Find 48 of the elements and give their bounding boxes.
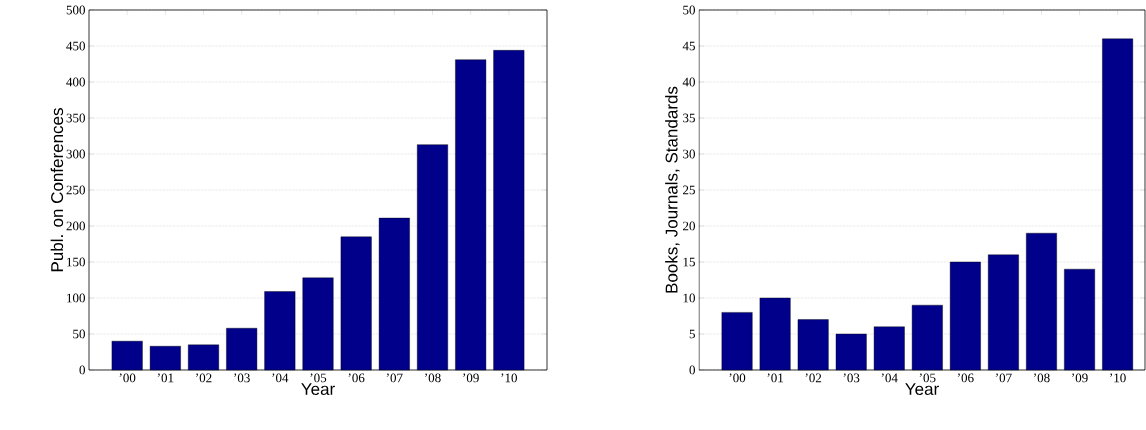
y-tick-label: 250 [66, 185, 85, 195]
x-tick-label: ’09 [1072, 373, 1088, 383]
x-tick-label: ’08 [424, 373, 441, 383]
x-tick-label: ’06 [957, 373, 974, 383]
y-tick-label: 200 [66, 221, 85, 231]
y-tick-label: 10 [683, 293, 695, 303]
x-tick-label: ’05 [919, 373, 936, 383]
x-tick-label: ’07 [386, 373, 403, 383]
x-tick-label: ’04 [272, 373, 289, 383]
y-tick-label: 5 [689, 329, 695, 339]
y-axis-title: Books, Journals, Standards [665, 86, 680, 293]
x-tick-label: ’02 [805, 373, 822, 383]
x-tick-label: ’00 [119, 373, 136, 383]
y-tick-label: 0 [689, 365, 695, 375]
y-tick-label: 0 [79, 365, 85, 375]
x-tick-label: ’09 [463, 373, 479, 383]
x-tick-label: ’03 [843, 373, 860, 383]
x-tick-label: ’05 [310, 373, 327, 383]
y-tick-label: 300 [66, 149, 85, 159]
y-tick-label: 30 [683, 149, 695, 159]
y-tick-label: 25 [683, 185, 695, 195]
x-axis-title: Year [905, 383, 939, 396]
x-tick-label: ’10 [501, 373, 518, 383]
y-tick-label: 500 [66, 5, 85, 15]
x-tick-label: ’08 [1033, 373, 1050, 383]
x-tick-label: ’01 [157, 373, 174, 383]
y-tick-label: 20 [683, 221, 695, 231]
x-tick-label: ’02 [195, 373, 212, 383]
y-tick-label: 35 [683, 113, 695, 123]
y-tick-label: 15 [683, 257, 695, 267]
y-tick-label: 50 [683, 5, 695, 15]
y-axis-title: Publ. on Conferences [50, 108, 64, 272]
y-tick-label: 45 [682, 41, 695, 51]
x-tick-label: ’03 [234, 373, 250, 383]
x-tick-label: ’07 [995, 373, 1012, 383]
x-tick-label: ’00 [729, 373, 746, 383]
y-tick-label: 450 [66, 41, 85, 51]
x-tick-label: ’10 [1110, 373, 1126, 383]
x-tick-label: ’01 [767, 373, 783, 383]
y-tick-label: 400 [66, 77, 85, 87]
x-axis-title: Year [301, 383, 335, 396]
y-tick-label: 350 [66, 113, 85, 123]
y-tick-label: 150 [67, 257, 85, 267]
x-tick-label: ’06 [348, 373, 365, 383]
y-tick-label: 100 [67, 293, 85, 303]
y-tick-label: 40 [682, 77, 695, 87]
x-tick-label: ’04 [881, 373, 898, 383]
y-tick-label: 50 [73, 329, 85, 339]
